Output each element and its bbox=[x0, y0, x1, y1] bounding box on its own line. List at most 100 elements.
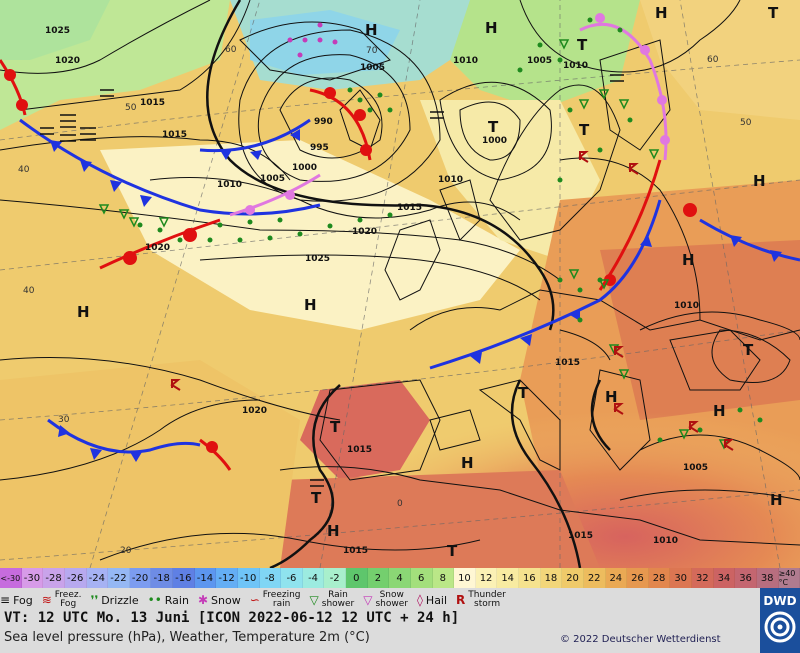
scale-cell: -4 bbox=[302, 568, 325, 588]
scale-cell: -12 bbox=[216, 568, 238, 588]
lat-label: 60 bbox=[707, 55, 719, 65]
scale-cell: -14 bbox=[194, 568, 217, 588]
isobar-label: 1025 bbox=[45, 26, 70, 36]
isobar-label: 1015 bbox=[162, 130, 187, 140]
scale-cell: -10 bbox=[237, 568, 260, 588]
scale-cell: -20 bbox=[129, 568, 152, 588]
legend-snow: ✱ Snow bbox=[198, 593, 241, 607]
scale-cell: 6 bbox=[410, 568, 433, 588]
isobar-label: 995 bbox=[310, 143, 329, 153]
scale-cell: -26 bbox=[64, 568, 87, 588]
legend-label: Rain shower bbox=[321, 590, 355, 609]
legend-freezing-fog: ≋ Freez. Fog bbox=[42, 591, 82, 609]
high-pressure-label: H bbox=[713, 402, 726, 420]
scale-cell: ≥40 °C bbox=[778, 568, 800, 588]
lat-label: 50 bbox=[125, 103, 137, 113]
scale-cell: 28 bbox=[648, 568, 671, 588]
high-pressure-label: H bbox=[365, 21, 378, 39]
valid-time-title: VT: 12 UTC Mo. 13 Juni [ICON 2022-06-12 … bbox=[4, 610, 460, 626]
high-pressure-label: H bbox=[327, 522, 340, 540]
legend-label: Thunder storm bbox=[468, 590, 506, 609]
low-pressure-label: T bbox=[768, 4, 779, 22]
hail-icon: ◊ bbox=[416, 593, 423, 607]
snow-icon: ✱ bbox=[197, 593, 209, 607]
scale-cell: -22 bbox=[108, 568, 130, 588]
scale-cell: 10 bbox=[454, 568, 476, 588]
legend-freezing-rain: ∽ Freezing rain bbox=[250, 591, 301, 609]
high-pressure-label: H bbox=[461, 454, 474, 472]
isobar-label: 1020 bbox=[55, 56, 80, 66]
weather-map-svg: 1020 1015 1010 1005 1000 995 990 1025 10… bbox=[0, 0, 800, 570]
scale-cell: 8 bbox=[432, 568, 455, 588]
scale-cell: -8 bbox=[259, 568, 282, 588]
scale-cell: -24 bbox=[86, 568, 109, 588]
isobar-label: 1015 bbox=[555, 358, 580, 368]
legend-hail: ◊ Hail bbox=[417, 593, 447, 607]
scale-cell: -16 bbox=[173, 568, 195, 588]
high-pressure-label: H bbox=[753, 172, 766, 190]
isobar-label: 1005 bbox=[360, 63, 385, 73]
isobar-label: 1025 bbox=[305, 254, 330, 264]
low-pressure-label: T bbox=[311, 489, 322, 507]
lat-label: 40 bbox=[23, 286, 35, 296]
isobar-label: 1020 bbox=[242, 406, 267, 416]
isobar-label: 1010 bbox=[674, 301, 699, 311]
spiral-icon bbox=[764, 611, 796, 643]
isobar-label: 1020 bbox=[352, 227, 377, 237]
high-pressure-label: H bbox=[77, 303, 90, 321]
low-pressure-label: T bbox=[743, 341, 754, 359]
temperature-color-scale: <-30 -30 -28 -26 -24 -22 -20 -18 -16 -14 -12 -10 -8-… bbox=[0, 568, 800, 588]
scale-cell: <-30 bbox=[0, 568, 22, 588]
scale-cell: -30 bbox=[21, 568, 44, 588]
scale-cell: 30 bbox=[670, 568, 692, 588]
scale-cell: -2 bbox=[324, 568, 346, 588]
legend-snow-shower: ▽ Snow shower bbox=[363, 591, 408, 609]
lat-label: 70 bbox=[366, 46, 378, 56]
isobar-label: 1010 bbox=[563, 61, 588, 71]
scale-cell: 18 bbox=[540, 568, 563, 588]
lat-label: 0 bbox=[397, 499, 403, 509]
low-pressure-label: T bbox=[577, 36, 588, 54]
scale-cell: 0 bbox=[346, 568, 368, 588]
legend-label: Freez. Fog bbox=[54, 590, 82, 609]
isobar-label: 1010 bbox=[217, 180, 242, 190]
legend-label: Drizzle bbox=[101, 593, 139, 607]
isobar-label: 1015 bbox=[140, 98, 165, 108]
scale-cell: 2 bbox=[367, 568, 390, 588]
scale-cell: 22 bbox=[583, 568, 606, 588]
dwd-logo-text: DWD bbox=[763, 594, 797, 608]
high-pressure-label: H bbox=[655, 4, 668, 22]
isobar-label: 1000 bbox=[292, 163, 317, 173]
scale-cell: 14 bbox=[497, 568, 519, 588]
fog-icon: ≡ bbox=[0, 593, 11, 607]
legend-label: Hail bbox=[425, 593, 448, 607]
lat-label: 40 bbox=[18, 165, 30, 175]
isobar-label: 1015 bbox=[343, 546, 368, 556]
map-subtitle: Sea level pressure (hPa), Weather, Tempe… bbox=[4, 630, 370, 645]
isobar-label: 1010 bbox=[653, 536, 678, 546]
legend-thunderstorm: R Thunder storm bbox=[456, 591, 506, 609]
scale-cell: 32 bbox=[692, 568, 714, 588]
dwd-logo: DWD bbox=[760, 588, 800, 653]
scale-cell: 36 bbox=[735, 568, 757, 588]
freezing-rain-icon: ∽ bbox=[249, 593, 260, 607]
isobar-label: 1015 bbox=[568, 531, 593, 541]
legend-label: Rain bbox=[164, 593, 189, 607]
high-pressure-label: H bbox=[485, 19, 498, 37]
high-pressure-label: H bbox=[682, 251, 695, 269]
drizzle-icon: ❜❜ bbox=[90, 593, 99, 607]
scale-cell: 34 bbox=[713, 568, 736, 588]
scale-cell: 16 bbox=[519, 568, 541, 588]
isobar-label: 1000 bbox=[482, 136, 507, 146]
low-pressure-label: T bbox=[488, 118, 499, 136]
isobar-label: 1015 bbox=[397, 203, 422, 213]
isobar-label: 1020 bbox=[145, 243, 170, 253]
legend-label: Freezing rain bbox=[262, 590, 301, 609]
legend-rain-shower: ▽ Rain shower bbox=[310, 591, 355, 609]
low-pressure-label: T bbox=[447, 542, 458, 560]
low-pressure-label: T bbox=[579, 121, 590, 139]
copyright-notice: © 2022 Deutscher Wetterdienst bbox=[560, 634, 721, 645]
thunderstorm-icon: R bbox=[456, 593, 466, 607]
scale-cell: -6 bbox=[281, 568, 303, 588]
rain-shower-icon: ▽ bbox=[309, 593, 319, 607]
